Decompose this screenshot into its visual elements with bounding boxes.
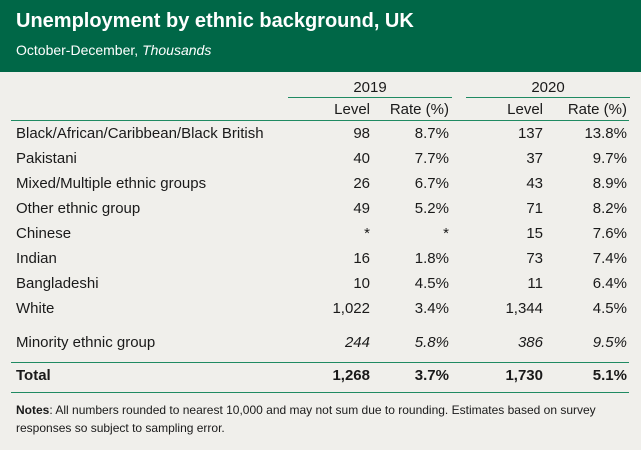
cell-rate-2019: * [443, 225, 449, 242]
row-label: Chinese [16, 225, 72, 242]
cell-rate-2019: 3.4% [414, 300, 449, 317]
cell-rate-2019: 5.8% [414, 334, 449, 351]
row-label: Other ethnic group [16, 200, 141, 217]
cell-level-2019: 98 [353, 125, 370, 142]
cell-rate-2020: 6.4% [592, 275, 627, 292]
cell-level-2019: 26 [353, 175, 370, 192]
header-rule [11, 120, 629, 121]
cell-level-2020: 43 [526, 175, 543, 192]
row-label: Black/African/Caribbean/Black British [16, 125, 264, 142]
table-row-total: Total 1,268 3.7% 1,730 5.1% [0, 367, 641, 391]
table-row: Chinese * * 15 7.6% [0, 225, 641, 249]
cell-rate-2020: 4.5% [592, 300, 627, 317]
cell-level-2020: 1,344 [505, 300, 543, 317]
chart-subtitle: October-December, Thousands [16, 42, 211, 58]
cell-level-2020: 73 [526, 250, 543, 267]
subtitle-unit: Thousands [142, 42, 212, 58]
year-group-2019: 2019 [353, 79, 387, 96]
cell-rate-2019: 6.7% [414, 175, 449, 192]
table-row: Black/African/Caribbean/Black British 98 8… [0, 125, 641, 149]
cell-level-2020: 137 [517, 125, 543, 142]
row-label: Mixed/Multiple ethnic groups [16, 175, 207, 192]
cell-level-2020: 1,730 [505, 367, 543, 384]
col-header-2019-level: Level [334, 101, 370, 118]
row-label: Total [16, 367, 51, 384]
header-banner: Unemployment by ethnic background, UK Oc… [0, 0, 641, 72]
year-group-2019-rule [288, 97, 452, 98]
cell-level-2019: * [364, 225, 370, 242]
cell-level-2020: 15 [526, 225, 543, 242]
subtitle-period: October-December, [16, 42, 139, 58]
cell-rate-2020: 8.9% [592, 175, 627, 192]
col-header-2019-rate: Rate (%) [389, 101, 449, 118]
cell-level-2019: 16 [353, 250, 370, 267]
cell-rate-2020: 8.2% [592, 200, 627, 217]
chart-title: Unemployment by ethnic background, UK [16, 10, 414, 32]
cell-rate-2020: 5.1% [592, 367, 627, 384]
cell-level-2019: 1,022 [332, 300, 370, 317]
row-label: Pakistani [16, 150, 77, 167]
cell-level-2019: 49 [353, 200, 370, 217]
cell-rate-2019: 7.7% [414, 150, 449, 167]
cell-level-2020: 37 [526, 150, 543, 167]
table-row: White 1,022 3.4% 1,344 4.5% [0, 300, 641, 324]
row-label: White [16, 300, 55, 317]
table-row-minority: Minority ethnic group 244 5.8% 386 9.5% [0, 334, 641, 358]
total-top-rule [11, 362, 629, 363]
total-bottom-rule [11, 392, 629, 393]
cell-rate-2019: 1.8% [414, 250, 449, 267]
notes: Notes: All numbers rounded to nearest 10… [16, 401, 626, 437]
cell-level-2019: 40 [353, 150, 370, 167]
notes-text: : All numbers rounded to nearest 10,000 … [16, 403, 596, 435]
cell-level-2020: 386 [517, 334, 543, 351]
cell-rate-2019: 4.5% [414, 275, 449, 292]
row-label: Minority ethnic group [16, 334, 156, 351]
year-group-2020: 2020 [531, 79, 565, 96]
cell-rate-2020: 13.8% [584, 125, 627, 142]
table-row: Pakistani 40 7.7% 37 9.7% [0, 150, 641, 174]
notes-label: Notes [16, 403, 50, 417]
cell-rate-2019: 3.7% [414, 367, 449, 384]
cell-level-2020: 71 [526, 200, 543, 217]
cell-level-2019: 10 [353, 275, 370, 292]
row-label: Indian [16, 250, 57, 267]
cell-rate-2020: 7.4% [592, 250, 627, 267]
year-group-2020-rule [466, 97, 630, 98]
col-header-2020-level: Level [507, 101, 543, 118]
cell-level-2019: 1,268 [332, 367, 370, 384]
cell-rate-2019: 8.7% [414, 125, 449, 142]
table-row: Other ethnic group 49 5.2% 71 8.2% [0, 200, 641, 224]
cell-rate-2019: 5.2% [414, 200, 449, 217]
table-row: Bangladeshi 10 4.5% 11 6.4% [0, 275, 641, 299]
cell-level-2019: 244 [344, 334, 370, 351]
cell-rate-2020: 9.7% [592, 150, 627, 167]
table-row: Indian 16 1.8% 73 7.4% [0, 250, 641, 274]
cell-level-2020: 11 [527, 275, 543, 292]
table-row: Mixed/Multiple ethnic groups 26 6.7% 43 8.9% [0, 175, 641, 199]
col-header-2020-rate: Rate (%) [567, 101, 627, 118]
cell-rate-2020: 7.6% [592, 225, 627, 242]
row-label: Bangladeshi [16, 275, 99, 292]
cell-rate-2020: 9.5% [592, 334, 627, 351]
